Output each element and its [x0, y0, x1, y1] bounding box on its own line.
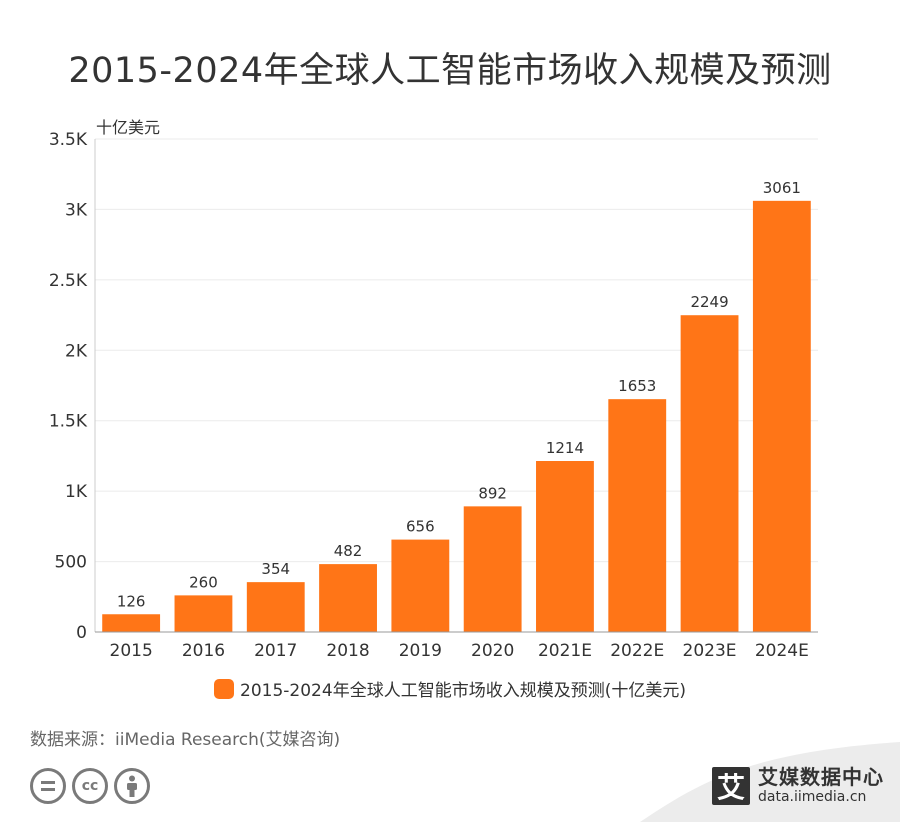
bar-chart: 0 500 1K 1.5K 2K 2.5K 3K 3.5K 126 2015 260 2016 354 2…: [49, 130, 818, 661]
bar-value-label: 354: [261, 560, 290, 578]
bar-value-label: 1214: [546, 439, 584, 457]
legend-label: 2015-2024年全球人工智能市场收入规模及预测(十亿美元): [240, 681, 686, 701]
cc-icon: cc: [72, 768, 108, 804]
y-tick-label: 1.5K: [49, 412, 88, 432]
y-tick-label: 2K: [65, 341, 88, 361]
x-tick-label: 2021E: [538, 641, 592, 661]
logo-mark: 艾: [712, 767, 750, 805]
bar-value-label: 260: [189, 573, 218, 591]
bar: [608, 399, 667, 632]
bar-value-label: 892: [478, 484, 507, 502]
x-tick-label: 2015: [110, 641, 153, 661]
logo-background-wave: [640, 742, 900, 822]
x-tick-label: 2016: [182, 641, 225, 661]
y-axis-unit-label: 十亿美元: [96, 118, 161, 137]
cc-nd-icon: [30, 768, 66, 804]
legend-swatch: [214, 678, 235, 699]
bar-value-label: 482: [334, 542, 363, 560]
y-tick-label: 0: [76, 623, 87, 643]
x-tick-label: 2022E: [610, 641, 664, 661]
bar: [680, 315, 739, 632]
bar: [174, 595, 233, 632]
iimedia-logo: 艾 艾媒数据中心 data.iimedia.cn: [712, 766, 884, 806]
data-source: 数据来源：iiMedia Research(艾媒咨询): [30, 730, 341, 750]
bar-value-label: 126: [117, 592, 146, 610]
logo-name: 艾媒数据中心: [758, 765, 884, 789]
chart-title: 2015-2024年全球人工智能市场收入规模及预测: [68, 51, 832, 91]
cc-by-icon: [114, 768, 150, 804]
x-tick-label: 2024E: [755, 641, 809, 661]
x-tick-label: 2020: [471, 641, 514, 661]
bar: [463, 506, 522, 632]
y-tick-label: 3K: [65, 200, 88, 220]
bar: [391, 539, 450, 632]
bar: [319, 564, 377, 632]
bar-value-label: 3061: [763, 179, 801, 197]
bar: [246, 582, 305, 632]
bar-value-label: 2249: [690, 293, 728, 311]
y-tick-label: 2.5K: [49, 271, 88, 291]
x-tick-label: 2018: [326, 641, 369, 661]
y-tick-label: 3.5K: [49, 130, 88, 150]
bar: [536, 460, 594, 632]
chart-legend[interactable]: 2015-2024年全球人工智能市场收入规模及预测(十亿美元): [0, 676, 900, 701]
bar: [752, 200, 811, 632]
x-tick-label: 2019: [399, 641, 442, 661]
x-tick-label: 2017: [254, 641, 297, 661]
bar-value-label: 1653: [618, 377, 656, 395]
bar-value-label: 656: [406, 518, 435, 536]
license-icons: cc: [30, 768, 156, 804]
x-tick-label: 2023E: [683, 641, 737, 661]
bar: [102, 614, 161, 632]
y-tick-label: 1K: [65, 482, 88, 502]
logo-url: data.iimedia.cn: [758, 789, 867, 805]
y-tick-label: 500: [55, 553, 87, 573]
